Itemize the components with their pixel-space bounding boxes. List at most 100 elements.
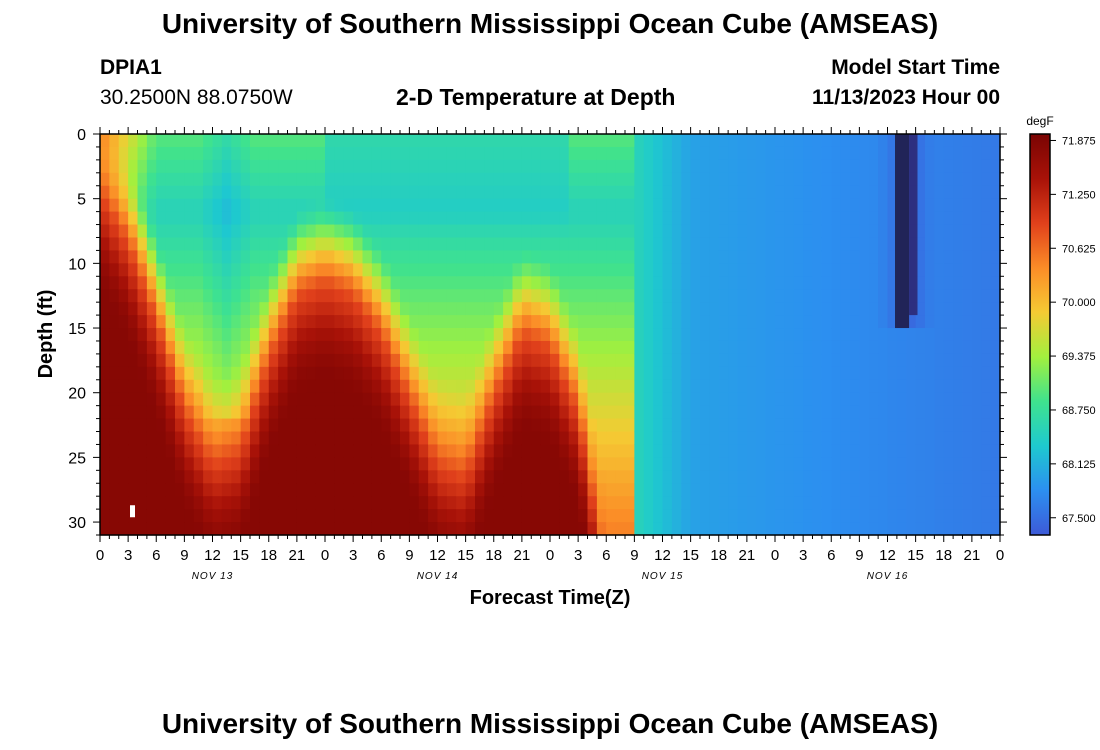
heat-cell: [868, 224, 879, 239]
heat-cell: [840, 172, 851, 187]
heat-cell: [878, 328, 889, 342]
heat-cell: [146, 315, 157, 329]
heat-cell: [793, 172, 804, 187]
heat-cell: [540, 146, 551, 161]
heat-cell: [531, 405, 542, 420]
heat-cell: [653, 328, 664, 342]
heat-cell: [681, 392, 692, 407]
heat-cell: [962, 418, 973, 433]
heat-cell: [896, 366, 907, 381]
heat-cell: [475, 483, 485, 497]
heat-cell: [671, 276, 682, 290]
heat-cell: [418, 522, 429, 536]
heat-cell: [175, 250, 185, 264]
x-tick-label: 0: [96, 547, 104, 564]
heat-cell: [765, 159, 776, 174]
heat-cell: [962, 263, 973, 277]
heat-cell: [606, 289, 617, 303]
heat-cell: [746, 353, 757, 368]
heat-cell: [737, 483, 748, 497]
heat-cell: [118, 224, 129, 239]
heat-cell: [728, 185, 739, 200]
heat-cell: [737, 172, 748, 187]
heat-cell: [381, 457, 392, 471]
heat-cell: [718, 470, 729, 484]
heat-cell: [296, 250, 307, 264]
heat-cell: [709, 328, 720, 342]
heat-cell: [268, 328, 279, 342]
heat-cell: [746, 496, 757, 510]
heat-cell: [971, 172, 982, 187]
heat-cell: [925, 211, 935, 226]
heat-cell: [653, 159, 664, 174]
heat-cell: [400, 431, 410, 446]
heat-cell: [756, 198, 767, 213]
heat-cell: [306, 509, 317, 523]
heat-cell: [934, 483, 945, 497]
heat-cell: [850, 509, 860, 523]
heat-cell: [887, 172, 898, 187]
heat-cell: [446, 366, 457, 381]
heat-cell: [559, 328, 570, 342]
heat-cell: [109, 211, 120, 226]
heat-cell: [268, 134, 279, 148]
heat-cell: [709, 353, 720, 368]
heat-cell: [737, 470, 748, 484]
heat-cell: [503, 211, 514, 226]
heat-cell: [887, 263, 898, 277]
heat-cell: [325, 379, 335, 394]
heat-cell: [531, 237, 542, 252]
heat-cell: [971, 431, 982, 446]
heat-cell: [221, 379, 232, 394]
heat-cell: [840, 496, 851, 510]
x-tick-label: 3: [799, 547, 807, 564]
heat-cell: [962, 328, 973, 342]
heat-cell: [625, 276, 635, 290]
heat-cell: [400, 328, 410, 342]
heat-cell: [231, 483, 242, 497]
heat-cell: [193, 134, 204, 148]
heat-cell: [287, 172, 298, 187]
heat-cell: [821, 146, 832, 161]
heat-cell: [484, 172, 495, 187]
heat-cell: [306, 328, 317, 342]
heat-cell: [437, 470, 448, 484]
heat-cell: [625, 185, 635, 200]
heat-cell: [418, 211, 429, 226]
heat-cell: [475, 353, 485, 368]
heat-cell: [925, 328, 935, 342]
heat-cell: [437, 276, 448, 290]
heat-cell: [203, 418, 214, 433]
heat-cell: [840, 418, 851, 433]
heat-cell: [446, 185, 457, 200]
heat-cell: [446, 159, 457, 174]
heat-cell: [193, 237, 204, 252]
heat-cell: [193, 509, 204, 523]
heat-cell: [859, 250, 870, 264]
heat-cell: [512, 418, 523, 433]
heat-cell: [371, 444, 382, 458]
heat-cell: [456, 366, 467, 381]
heat-cell: [606, 431, 617, 446]
heat-cell: [400, 198, 410, 213]
heat-cell: [315, 522, 326, 536]
heat-cell: [690, 302, 701, 316]
heat-cell: [671, 353, 682, 368]
heat-cell: [250, 185, 260, 200]
heat-cell: [887, 522, 898, 536]
heat-cell: [278, 483, 289, 497]
heat-cell: [278, 172, 289, 187]
heat-cell: [578, 159, 589, 174]
heat-cell: [203, 237, 214, 252]
heat-cell: [953, 353, 964, 368]
heat-cell: [784, 496, 795, 510]
heat-cell: [681, 159, 692, 174]
heat-cell: [671, 496, 682, 510]
heat-cell: [156, 172, 167, 187]
heat-cell: [878, 392, 889, 407]
heat-cell: [390, 444, 401, 458]
heat-cell: [475, 379, 485, 394]
heat-cell: [615, 276, 626, 290]
heat-cell: [765, 198, 776, 213]
y-tick-label: 30: [68, 515, 86, 532]
